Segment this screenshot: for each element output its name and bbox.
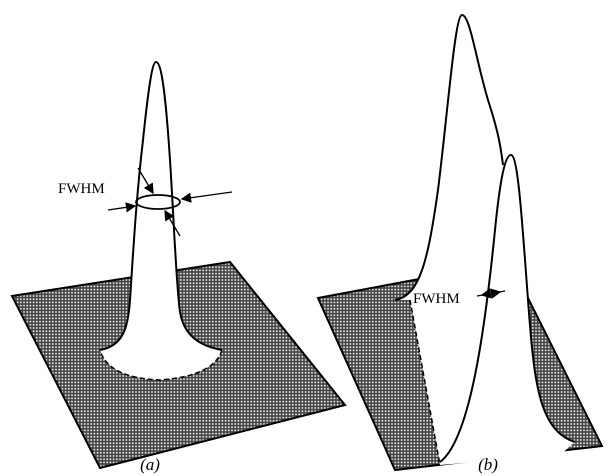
panel-a: FWHM (a) xyxy=(12,62,345,474)
arrow xyxy=(182,192,232,199)
panel-b: FWHM (b) xyxy=(318,15,602,474)
annotation: FWHM xyxy=(58,181,105,197)
panel-label: (b) xyxy=(478,455,498,474)
arrow xyxy=(108,206,135,210)
diagram: FWHM (a) FWHM (b) xyxy=(0,0,608,476)
page: FWHM (a) FWHM (b) (() => { const data = … xyxy=(0,0,608,476)
panel-label: (a) xyxy=(140,455,160,474)
annotation: FWHM xyxy=(413,291,460,307)
